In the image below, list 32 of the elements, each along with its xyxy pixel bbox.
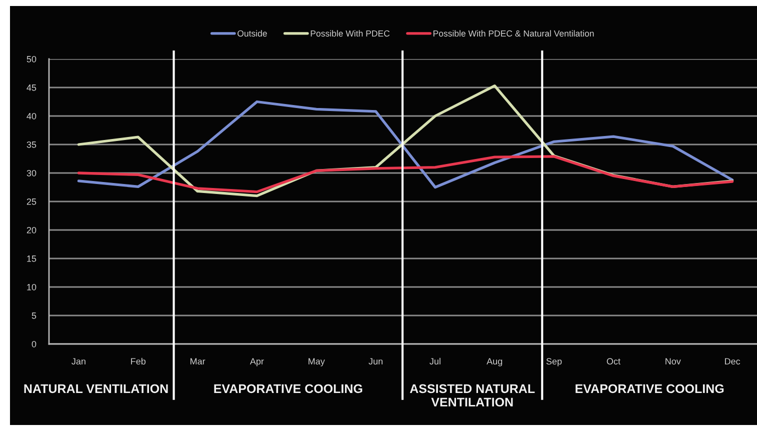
x-tick-label: Apr [250, 358, 264, 366]
text: NATURAL VENTILATION [24, 384, 168, 394]
line-series [77, 155, 734, 194]
x-tick-label: Feb [131, 358, 146, 365]
y-tick-label: 50 [26, 56, 36, 62]
y-tick-label: 5 [32, 312, 36, 319]
x-tick-label: Sep [546, 358, 562, 366]
legend-label: Possible With PDEC & Natural Ventilation [434, 30, 594, 37]
y-tick-label: 30 [26, 170, 36, 176]
text: ASSISTED NATURAL VENTILATION [410, 384, 535, 407]
y-tick-label: 10 [27, 284, 36, 290]
x-tick-label: Aug [486, 358, 502, 366]
y-tick-label: 40 [26, 112, 36, 120]
x-tick-label: Jun [368, 358, 382, 365]
y-tick-label: 25 [26, 198, 36, 205]
x-tick-label: Jan [72, 358, 86, 365]
x-tick-label: May [308, 358, 325, 366]
legend-label: Possible With PDEC [310, 30, 390, 37]
y-tick-label: 35 [26, 141, 36, 148]
x-tick-label: Mar [190, 358, 206, 365]
x-tick-label: Nov [666, 358, 681, 365]
y-tick-label: 15 [27, 256, 36, 262]
x-tick-label: Oct [606, 358, 620, 365]
text: EVAPORATIVE COOLING [214, 384, 362, 394]
x-tick-label: Jul [430, 358, 440, 365]
line-series [77, 100, 734, 189]
y-tick-label: 45 [26, 84, 36, 91]
y-tick-label: 0 [32, 340, 36, 348]
y-tick-label: 20 [26, 226, 36, 234]
text: EVAPORATIVE COOLING [576, 384, 724, 394]
legend-label: Outside [238, 30, 267, 37]
x-tick-label: Dec [725, 358, 740, 365]
